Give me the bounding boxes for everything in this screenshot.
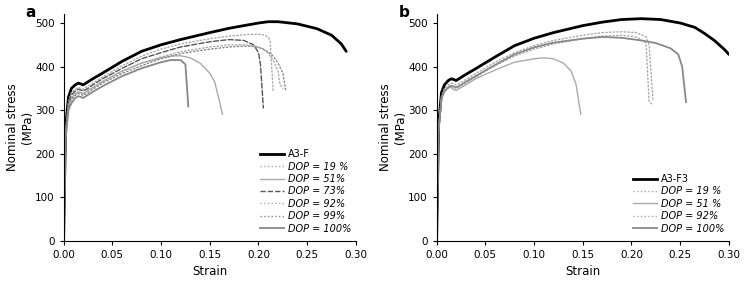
Legend: A3-F, DOP = 19 %, DOP = 51%, DOP = 73%, DOP = 92%, DOP = 99%, DOP = 100%: A3-F, DOP = 19 %, DOP = 51%, DOP = 73%, … [257,146,354,237]
Y-axis label: Nominal stress
(MPa): Nominal stress (MPa) [5,84,34,172]
Text: a: a [25,5,36,20]
X-axis label: Strain: Strain [565,266,601,278]
Text: b: b [398,5,410,20]
X-axis label: Strain: Strain [192,266,228,278]
Y-axis label: Nominal stress
(MPa): Nominal stress (MPa) [378,84,407,172]
Legend: A3-F3, DOP = 19 %, DOP = 51 %, DOP = 92%, DOP = 100%: A3-F3, DOP = 19 %, DOP = 51 %, DOP = 92%… [630,171,727,237]
